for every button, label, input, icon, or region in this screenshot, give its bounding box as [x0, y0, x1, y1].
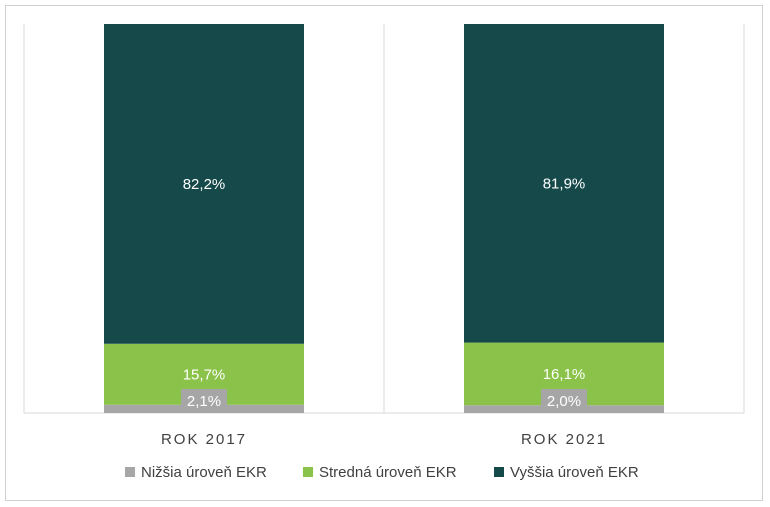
- data-label-rok-2021-s2: 81,9%: [543, 175, 586, 192]
- legend-swatch-s2: [494, 467, 504, 477]
- data-label-rok-2021-s1: 16,1%: [543, 366, 586, 383]
- legend-label-s2: Vyššia úroveň EKR: [510, 464, 639, 481]
- legend-label-s0: Nižšia úroveň EKR: [141, 464, 267, 481]
- legend-swatch-s0: [125, 467, 135, 477]
- data-label-rok-2017-s1: 15,7%: [183, 366, 226, 383]
- legend-label-s1: Stredná úroveň EKR: [319, 464, 457, 481]
- data-label-rok-2021-s0: 2,0%: [547, 393, 581, 410]
- data-label-box-rok-2021-s0: [541, 389, 587, 413]
- data-label-rok-2017-s0: 2,1%: [187, 393, 221, 410]
- data-label-box-rok-2017-s0: [181, 389, 227, 413]
- category-label-rok-2017: ROK 2017: [161, 431, 247, 448]
- data-label-rok-2017-s2: 82,2%: [183, 176, 226, 193]
- bar-segment-rok-2021-s2: [464, 24, 664, 343]
- category-label-rok-2021: ROK 2021: [521, 431, 607, 448]
- bar-segment-rok-2017-s2: [104, 24, 304, 344]
- legend-swatch-s1: [303, 467, 313, 477]
